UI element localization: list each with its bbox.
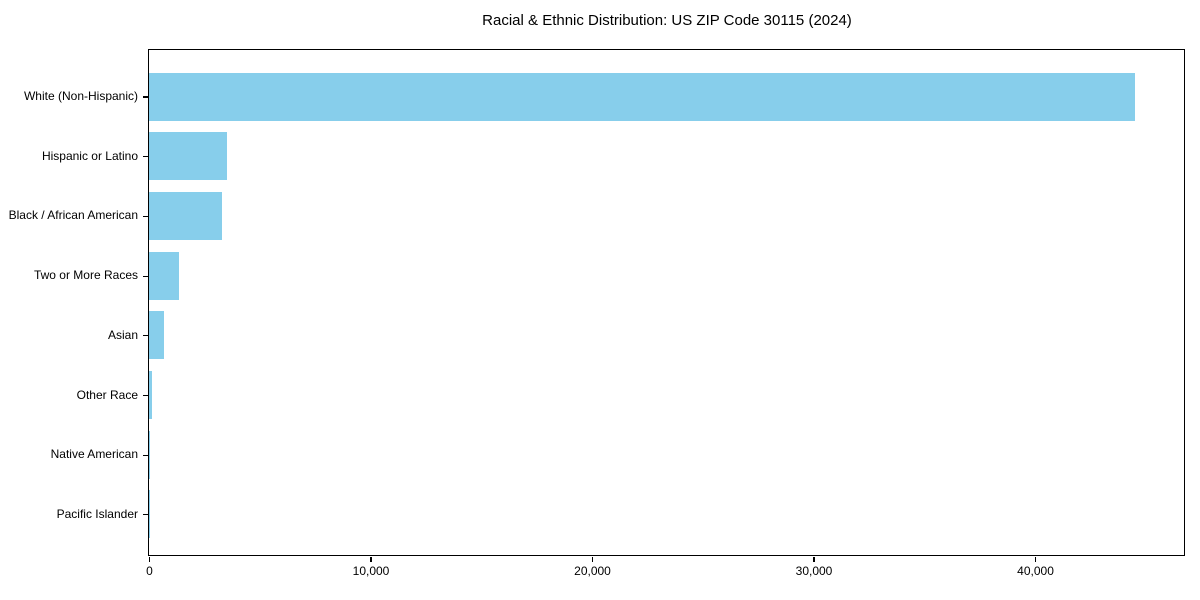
x-tick-label: 0 xyxy=(146,564,153,578)
x-tick-label: 20,000 xyxy=(574,564,611,578)
y-tick-mark xyxy=(143,454,148,456)
y-tick-label: Native American xyxy=(50,447,138,462)
x-tick-label: 10,000 xyxy=(352,564,390,578)
y-tick-mark xyxy=(143,156,148,158)
y-axis-ticks xyxy=(0,0,148,600)
x-tick-mark xyxy=(370,557,372,562)
bar xyxy=(149,132,227,181)
x-tick-mark xyxy=(591,557,594,562)
y-tick-label: Two or More Races xyxy=(33,268,138,283)
bar xyxy=(149,191,223,240)
x-tick-label: 30,000 xyxy=(795,564,833,578)
y-tick-label: Other Race xyxy=(76,387,138,402)
bar xyxy=(149,72,1135,121)
y-tick-label: Asian xyxy=(107,327,138,342)
bar xyxy=(149,311,164,360)
y-tick-mark xyxy=(143,96,148,98)
y-tick-label: White (Non-Hispanic) xyxy=(23,89,138,103)
y-tick-mark xyxy=(143,215,148,217)
x-tick-mark xyxy=(148,557,151,562)
chart-title: Racial & Ethnic Distribution: US ZIP Cod… xyxy=(482,12,852,29)
y-tick-mark xyxy=(143,394,148,397)
y-tick-mark xyxy=(143,275,148,277)
y-tick-mark xyxy=(143,514,148,516)
bar xyxy=(149,251,179,300)
x-tick-label: 40,000 xyxy=(1017,564,1054,578)
bar xyxy=(149,430,150,479)
y-tick-mark xyxy=(143,335,148,337)
x-axis: 0 10,000 20,000 30,000 40,000 xyxy=(146,557,1185,587)
y-tick-label: Black / African American xyxy=(8,208,138,223)
y-tick-label: Pacific Islander xyxy=(56,506,138,521)
y-axis-labels: White (Non-Hispanic) Hispanic or Latino Bl… xyxy=(0,0,148,600)
x-tick-mark xyxy=(1034,557,1037,562)
x-tick-mark xyxy=(813,557,815,562)
plot-area xyxy=(148,49,1185,556)
bar xyxy=(149,371,153,419)
y-tick-label: Hispanic or Latino xyxy=(41,148,138,163)
